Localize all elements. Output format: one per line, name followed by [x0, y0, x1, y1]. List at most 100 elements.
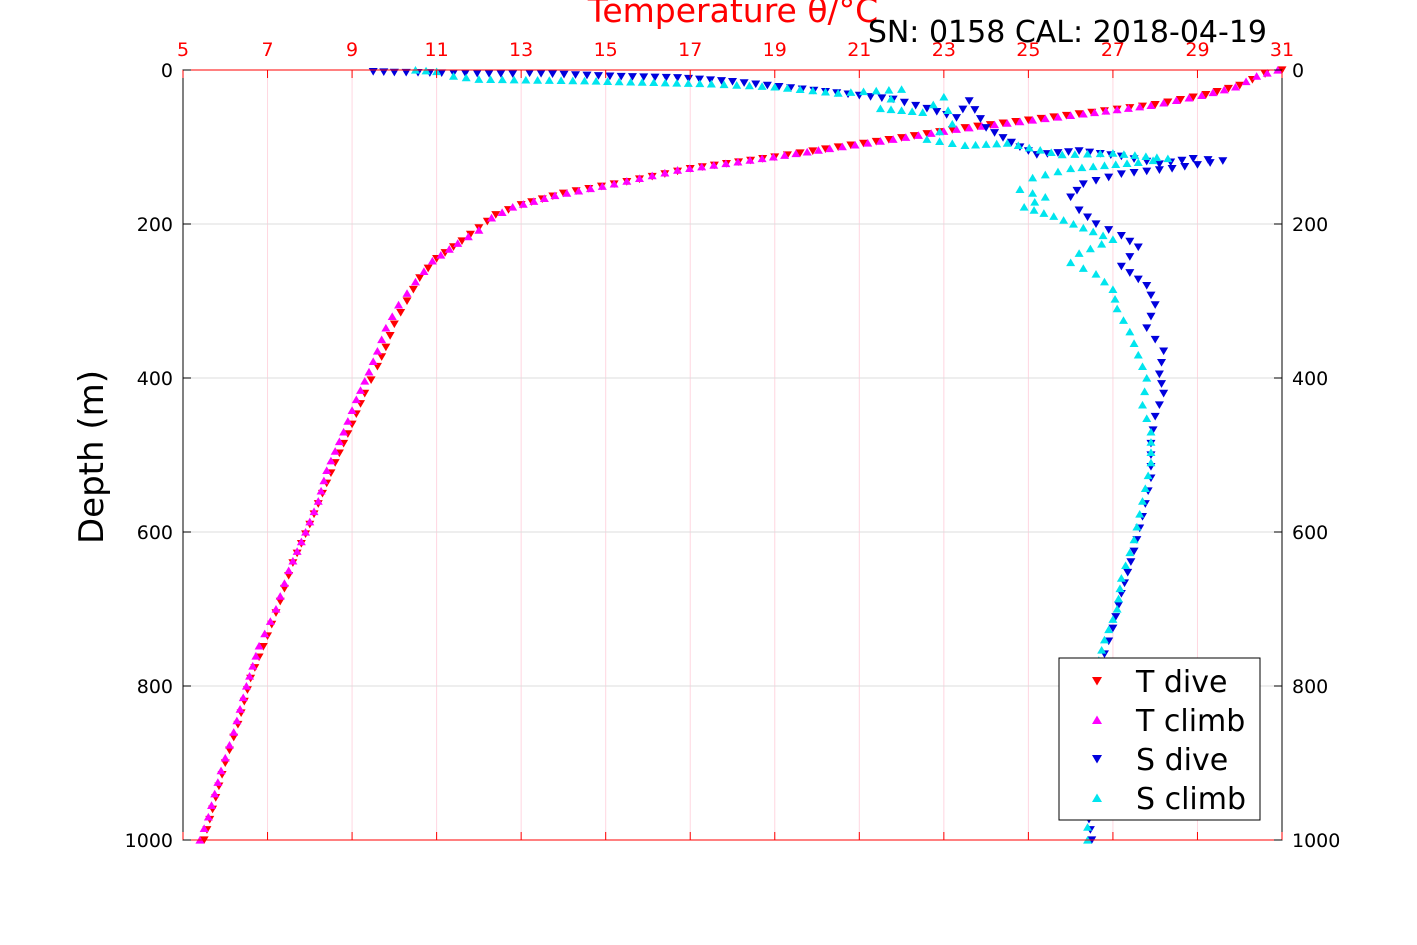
- data-point: [1148, 156, 1158, 165]
- data-point: [825, 144, 835, 153]
- data-point: [360, 377, 370, 385]
- data-point: [609, 179, 619, 188]
- data-point: [886, 94, 896, 103]
- data-point: [368, 67, 378, 76]
- data-point: [1066, 193, 1076, 202]
- data-point: [650, 73, 660, 82]
- data-point: [901, 133, 911, 141]
- data-point: [768, 152, 778, 161]
- data-point: [970, 106, 980, 114]
- data-point: [387, 312, 397, 320]
- legend-marker: [1092, 715, 1102, 724]
- data-point: [544, 76, 554, 84]
- data-point: [1138, 497, 1148, 505]
- data-point: [389, 68, 399, 77]
- data-point: [258, 642, 268, 651]
- data-point: [697, 162, 707, 171]
- data-point: [1125, 237, 1135, 246]
- data-point: [1108, 615, 1118, 623]
- data-point: [1049, 212, 1059, 220]
- legend-label: S climb: [1136, 782, 1246, 817]
- data-point: [296, 537, 306, 546]
- data-point: [199, 824, 209, 833]
- data-point: [591, 77, 601, 85]
- data-point: [1028, 189, 1038, 197]
- data-point: [943, 106, 953, 115]
- data-point: [616, 72, 626, 81]
- y-tick-label-right: 400: [1292, 368, 1328, 390]
- data-point: [947, 119, 957, 128]
- data-point: [1088, 227, 1098, 236]
- data-point: [971, 140, 981, 149]
- data-point: [820, 87, 830, 96]
- data-point: [647, 171, 657, 180]
- data-point: [385, 332, 395, 340]
- data-point: [649, 78, 659, 87]
- data-point: [926, 129, 936, 137]
- data-point: [1091, 220, 1101, 229]
- data-point: [245, 671, 255, 680]
- data-point: [597, 182, 607, 190]
- data-point: [436, 251, 446, 259]
- data-point: [1133, 275, 1143, 284]
- data-point: [1091, 270, 1101, 278]
- data-point: [719, 80, 729, 89]
- data-point: [1142, 373, 1152, 382]
- data-point: [1231, 82, 1241, 91]
- y-tick-label-right: 800: [1292, 676, 1328, 698]
- data-point: [1074, 206, 1084, 215]
- data-point: [1083, 823, 1093, 831]
- data-point: [460, 69, 470, 78]
- data-point: [622, 177, 632, 185]
- data-point: [1028, 116, 1038, 124]
- data-point: [377, 335, 387, 344]
- data-point: [1212, 87, 1222, 96]
- data-point: [241, 681, 251, 690]
- data-point: [733, 157, 743, 166]
- data-point: [271, 604, 281, 613]
- data-point: [1078, 223, 1088, 232]
- data-point: [339, 427, 349, 436]
- x-tick-label: 17: [678, 39, 702, 61]
- y-tick-label-left: 600: [137, 522, 173, 544]
- data-point: [899, 98, 909, 107]
- data-point: [897, 85, 907, 93]
- data-point: [732, 81, 742, 89]
- data-point: [1241, 77, 1251, 86]
- data-point: [952, 125, 962, 133]
- data-point: [251, 651, 261, 660]
- legend-label: S dive: [1136, 743, 1228, 778]
- data-point: [1035, 146, 1045, 154]
- data-point: [1046, 148, 1056, 156]
- data-point: [672, 78, 682, 87]
- data-point: [1184, 93, 1194, 102]
- data-point: [1133, 350, 1143, 359]
- data-point: [939, 92, 949, 101]
- data-point: [745, 156, 755, 164]
- data-point: [449, 72, 459, 80]
- data-point: [1118, 316, 1128, 324]
- data-point: [1039, 209, 1049, 217]
- data-point: [709, 161, 719, 169]
- data-point: [1159, 98, 1169, 107]
- x-tick-label: 11: [425, 39, 449, 61]
- data-point: [850, 140, 860, 149]
- data-point: [1083, 149, 1093, 158]
- data-point: [808, 86, 818, 95]
- x-tick-label: 9: [346, 39, 358, 61]
- data-point: [1133, 158, 1143, 166]
- data-point: [1163, 98, 1173, 107]
- data-point: [1171, 96, 1181, 105]
- y-tick-label-right: 1000: [1292, 830, 1340, 852]
- data-point: [1125, 548, 1135, 557]
- legend-marker: [1092, 793, 1102, 802]
- data-point: [813, 146, 823, 154]
- data-point: [1006, 138, 1016, 147]
- data-point: [1150, 101, 1160, 109]
- data-point: [585, 184, 595, 193]
- data-point: [1074, 249, 1084, 257]
- data-point: [343, 417, 353, 425]
- data-point: [497, 208, 507, 217]
- data-point: [593, 72, 603, 80]
